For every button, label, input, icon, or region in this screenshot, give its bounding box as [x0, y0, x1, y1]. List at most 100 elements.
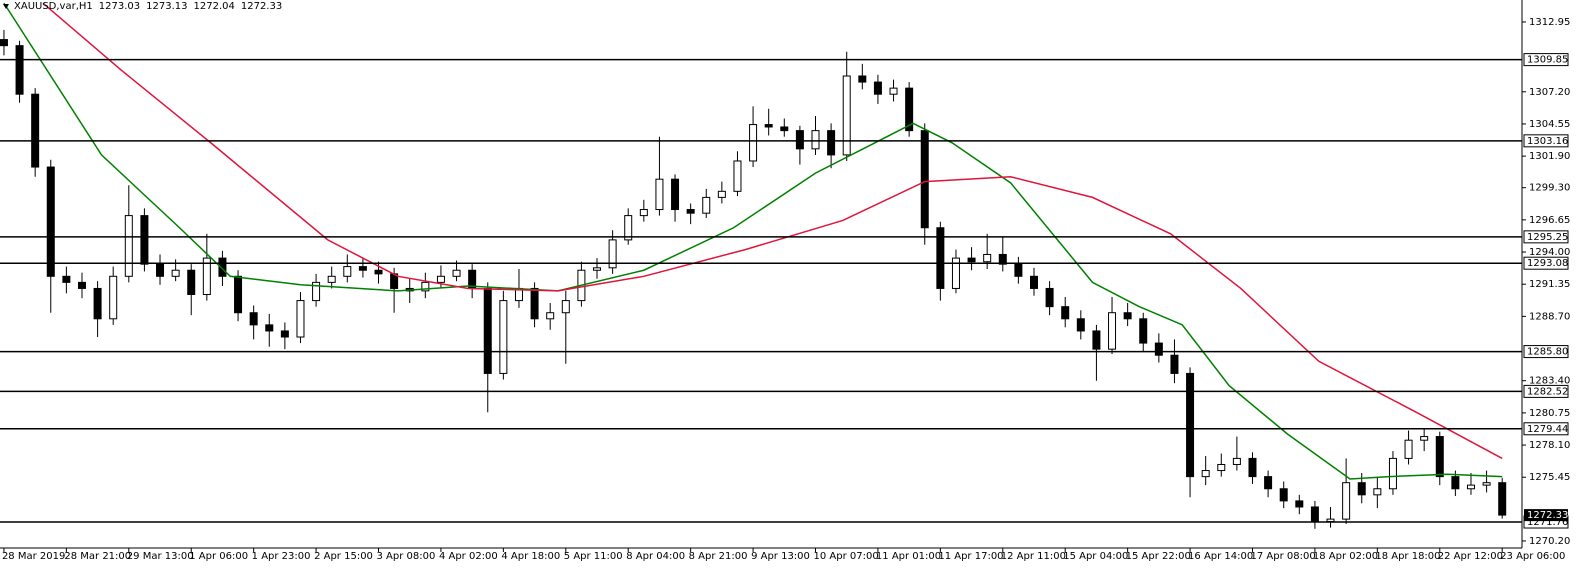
level-label: 1309.85 — [1527, 55, 1568, 66]
x-tick-label: 8 Apr 04:00 — [626, 551, 685, 562]
x-tick-label: 4 Apr 02:00 — [439, 551, 498, 562]
y-tick-label: 1301.90 — [1529, 151, 1570, 162]
candle-body — [686, 209, 695, 214]
candle-body — [951, 257, 960, 289]
x-tick-label: 28 Mar 21:00 — [64, 551, 131, 562]
x-tick-label: 1 Apr 06:00 — [189, 551, 248, 562]
candle-body — [1373, 488, 1382, 496]
y-tick-label: 1291.35 — [1529, 279, 1570, 290]
candle-body — [530, 287, 539, 320]
y-tick-label: 1304.55 — [1529, 119, 1570, 130]
level-label-box — [1523, 422, 1569, 436]
candle-body — [1045, 287, 1054, 308]
candle-body — [936, 227, 945, 289]
candle-body — [1186, 372, 1195, 478]
candle-body — [671, 178, 680, 211]
level-label: 1282.52 — [1527, 386, 1568, 397]
candle-body — [124, 215, 133, 277]
candle-body — [171, 269, 180, 277]
header: XAUUSD,var,H1 1273.03 1273.13 1272.04 1272.3… — [14, 1, 282, 12]
candle-body — [1123, 312, 1132, 320]
menu-arrow[interactable] — [3, 4, 9, 9]
level-label: 1293.08 — [1527, 258, 1568, 269]
y-tick-label: 1280.75 — [1529, 408, 1570, 419]
candle-body — [312, 281, 321, 302]
candle-body — [998, 253, 1007, 265]
y-tick-label: 1288.70 — [1529, 311, 1570, 322]
y-tick-label: 1307.20 — [1529, 87, 1570, 98]
candle-body — [1466, 484, 1475, 490]
candle-body — [358, 266, 367, 271]
level-label-box — [1523, 384, 1569, 398]
candle-body — [1404, 439, 1413, 459]
moving-average — [3, 2, 1503, 480]
candle-body — [296, 300, 305, 338]
candle-body — [234, 275, 243, 314]
candle-body — [15, 45, 24, 95]
candle-body — [265, 324, 274, 332]
candle-body — [77, 281, 86, 289]
x-tick-label: 5 Apr 11:00 — [564, 551, 623, 562]
candle-body — [546, 312, 555, 320]
candle-body — [733, 160, 742, 192]
y-tick-label: 1283.40 — [1529, 376, 1570, 387]
header-value: 1273.03 — [99, 1, 140, 12]
x-tick-label: 10 Apr 07:00 — [814, 551, 879, 562]
candle-body — [920, 130, 929, 229]
candle-body — [202, 257, 211, 296]
candle-body — [93, 287, 102, 320]
level-label-box — [1523, 256, 1569, 270]
candle-body — [374, 269, 383, 275]
candle-body — [452, 269, 461, 277]
candle-body — [1248, 457, 1257, 478]
x-tick-label: 1 Apr 23:00 — [252, 551, 311, 562]
candle-body — [655, 178, 664, 211]
x-tick-label: 9 Apr 13:00 — [751, 551, 810, 562]
candle-body — [109, 275, 118, 320]
candle-body — [1154, 342, 1163, 356]
candle-body — [1326, 518, 1335, 523]
y-tick-label: 1312.95 — [1529, 17, 1570, 28]
candle-body — [436, 275, 445, 283]
x-tick-label: 2 Apr 15:00 — [314, 551, 373, 562]
candle-body — [1482, 482, 1491, 486]
candle-body — [842, 75, 851, 156]
x-tick-label: 4 Apr 18:00 — [501, 551, 560, 562]
candle-body — [1498, 482, 1507, 516]
candle-body — [1076, 318, 1085, 332]
x-tick-label: 3 Apr 08:00 — [377, 551, 436, 562]
level-label: 1295.25 — [1527, 232, 1568, 243]
candle-body — [624, 215, 633, 241]
candle-body — [811, 130, 820, 150]
x-tick-label: 8 Apr 21:00 — [689, 551, 748, 562]
candle-body — [31, 93, 40, 168]
y-tick-label: 1270.20 — [1529, 536, 1570, 547]
candle-body — [1232, 457, 1241, 465]
header-value: 1272.04 — [194, 1, 235, 12]
candle-body — [1357, 482, 1366, 496]
candle-body — [1014, 263, 1023, 277]
level-label: 1279.44 — [1527, 424, 1568, 435]
candle-body — [858, 75, 867, 83]
x-tick-label: 23 Apr 06:00 — [1500, 551, 1565, 562]
candle-body — [1201, 470, 1210, 478]
x-tick-label: 16 Apr 14:00 — [1188, 551, 1253, 562]
candle-body — [889, 87, 898, 95]
last-price-box — [1524, 509, 1568, 522]
candle-body — [1310, 506, 1319, 523]
candle-body — [639, 209, 648, 217]
candle-body — [702, 196, 711, 214]
y-tick-label: 1275.45 — [1529, 472, 1570, 483]
header-value: 1272.33 — [241, 1, 282, 12]
candle-body — [62, 275, 71, 283]
level-label-box — [1523, 345, 1569, 359]
candle-body — [218, 257, 227, 277]
candle-body — [561, 300, 570, 314]
x-tick-label: 29 Mar 13:00 — [127, 551, 194, 562]
candle-body — [764, 124, 773, 128]
x-tick-label: 12 Apr 11:00 — [1001, 551, 1066, 562]
symbol: XAUUSD,var,H1 — [14, 1, 93, 12]
candle-body — [140, 215, 149, 265]
x-tick-label: 28 Mar 2019 — [2, 551, 65, 562]
